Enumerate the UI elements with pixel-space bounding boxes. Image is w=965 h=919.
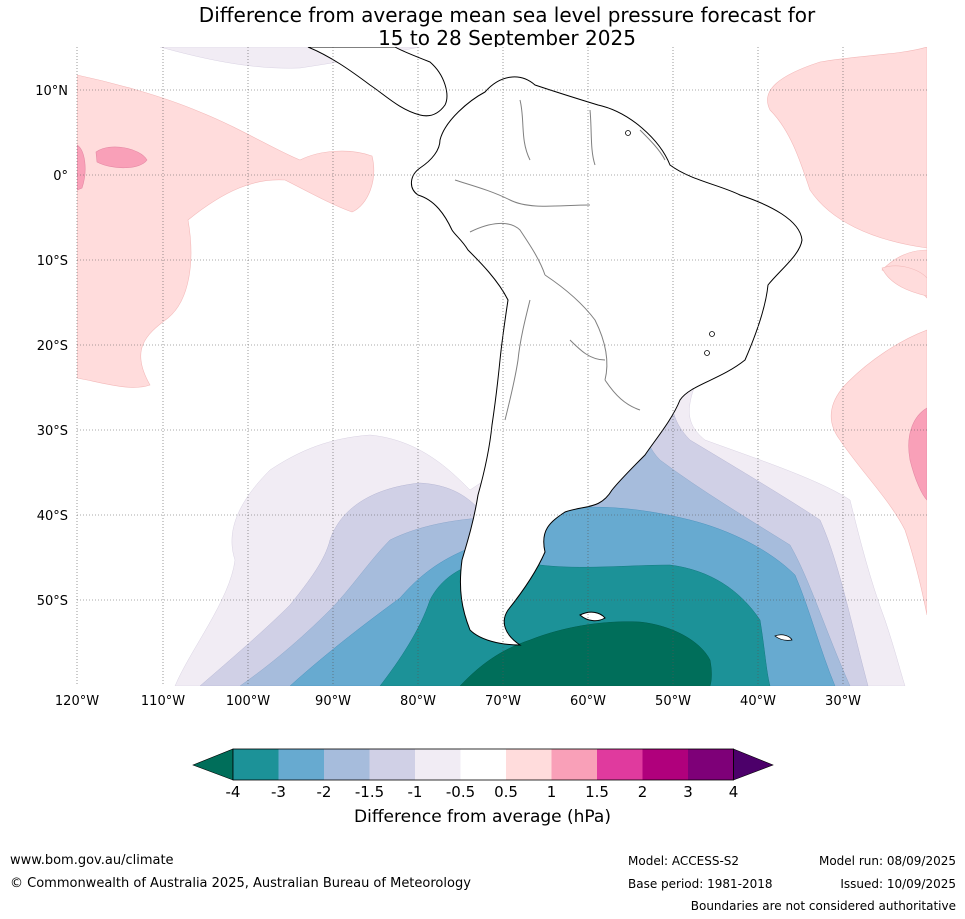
lake (704, 350, 710, 356)
colorbar-segment (369, 749, 415, 780)
colorbar-segment (233, 749, 279, 780)
model-run-date: Model run: 08/09/2025 (818, 854, 956, 868)
lon-label: 80°W (400, 694, 436, 709)
colorbar: -4 -3 -2 -1.5 -1 -0.5 0.5 1 1.5 2 3 4 (192, 748, 774, 801)
title-line-2: 15 to 28 September 2025 (378, 26, 636, 50)
title-line-1: Difference from average mean sea level p… (198, 3, 816, 27)
south-atlantic-positive-anomaly (830, 329, 927, 616)
copyright-notice: © Commonwealth of Australia 2025, Austra… (10, 876, 471, 891)
lat-label: 10°N (35, 84, 68, 99)
lon-label: 40°W (740, 694, 776, 709)
colorbar-segment (506, 749, 552, 780)
lat-label: 40°S (37, 509, 68, 524)
website-link[interactable]: www.bom.gov.au/climate (10, 853, 174, 868)
lat-label: 20°S (37, 339, 68, 354)
colorbar-segment (278, 749, 324, 780)
lake (625, 130, 631, 136)
colorbar-tick-label: 1 (547, 783, 557, 801)
lon-label: 110°W (141, 694, 185, 709)
colorbar-segment (460, 749, 506, 780)
atlantic-small-anomaly (881, 265, 927, 297)
colorbar-high-extension (733, 748, 774, 781)
colorbar-tick-label: 2 (638, 783, 648, 801)
lon-label: 30°W (825, 694, 861, 709)
colorbar-tick-label: -0.5 (446, 783, 475, 801)
base-period: Base period: 1981-2018 (628, 877, 773, 891)
colorbar-low-extension (192, 748, 234, 781)
colorbar-tick-label: 0.5 (494, 783, 518, 801)
lat-label: 50°S (37, 594, 68, 609)
colorbar-tick-label: -3 (271, 783, 286, 801)
lon-label: 60°W (570, 694, 606, 709)
falkland-islands (579, 611, 606, 622)
colorbar-tick-label: -1 (408, 783, 423, 801)
lon-label: 70°W (485, 694, 521, 709)
country-borders (454, 99, 666, 421)
lat-label: 30°S (37, 424, 68, 439)
colorbar-segment (642, 749, 688, 780)
colorbar-title: Difference from average (hPa) (354, 807, 611, 827)
model-name: Model: ACCESS-S2 (628, 854, 740, 868)
pacific-anomaly-1 (95, 146, 148, 169)
colorbar-segment (415, 749, 461, 780)
colorbar-tick-label: 4 (729, 783, 739, 801)
colorbar-segment (551, 749, 597, 780)
pacific-anomaly-2 (77, 144, 86, 191)
colorbar-tick-label: -4 (226, 783, 241, 801)
lon-label: 50°W (655, 694, 691, 709)
south-georgia (774, 634, 793, 641)
colorbar-tick-label: 3 (683, 783, 693, 801)
colorbar-tick-label: -1.5 (355, 783, 384, 801)
colorbar-segment (688, 749, 734, 780)
lat-label: 10°S (37, 254, 68, 269)
lon-label: 90°W (315, 694, 351, 709)
lon-label: 120°W (55, 694, 99, 709)
longitude-labels: 120°W 110°W 100°W 90°W 80°W 70°W 60°W 50… (55, 694, 861, 709)
map-title: Difference from average mean sea level p… (0, 4, 965, 50)
colorbar-segment (324, 749, 370, 780)
lon-label: 100°W (226, 694, 270, 709)
lake (709, 331, 715, 337)
latitude-labels: 10°N 0° 10°S 20°S 30°S 40°S 50°S (35, 84, 68, 609)
pacific-positive-anomaly (77, 74, 375, 388)
colorbar-tick-label: -2 (317, 783, 332, 801)
southern-anomaly-level6 (459, 621, 712, 686)
gridlines (76, 47, 927, 686)
colorbar-tick-label: 1.5 (585, 783, 609, 801)
central-america-landmass (307, 47, 448, 117)
colorbar-frame (232, 748, 734, 781)
colorbar-segment (597, 749, 643, 780)
boundaries-disclaimer: Boundaries are not considered authoritat… (690, 899, 956, 913)
issued-date: Issued: 10/09/2025 (840, 877, 956, 891)
lat-label: 0° (53, 169, 68, 184)
south-atlantic-anomaly (908, 407, 927, 501)
anomaly-field (77, 47, 927, 686)
